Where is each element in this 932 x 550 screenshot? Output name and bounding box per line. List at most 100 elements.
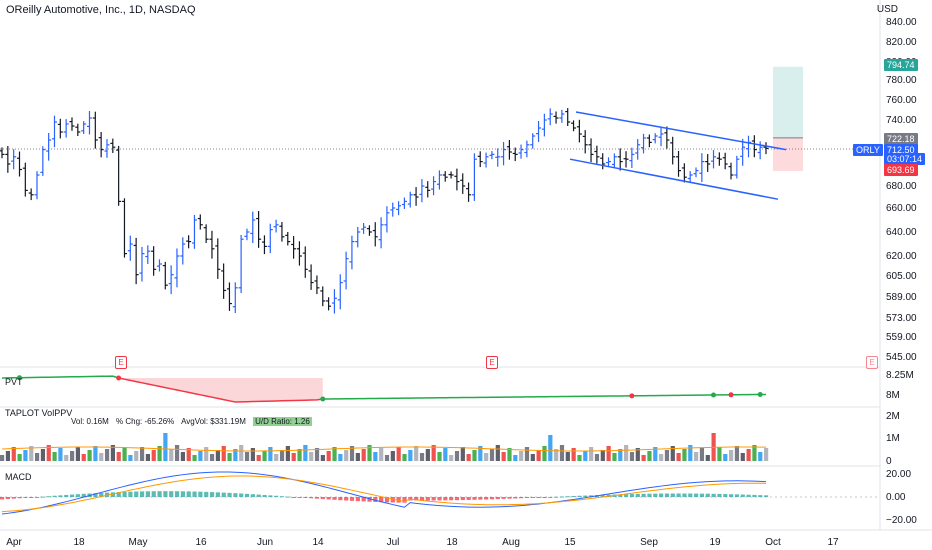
macd-histogram-bar: [134, 491, 139, 497]
macd-histogram-bar: [291, 497, 296, 498]
volume-bar: [256, 455, 261, 461]
macd-histogram-bar: [437, 497, 442, 501]
volume-bar: [484, 453, 489, 461]
macd-histogram-bar: [600, 494, 605, 497]
macd-histogram-bar: [717, 493, 722, 497]
volume-average-line: [1, 446, 767, 452]
macd-histogram-bar: [764, 495, 769, 497]
macd-histogram-bar: [297, 497, 302, 498]
macd-histogram-bar: [723, 494, 728, 497]
earnings-marker[interactable]: E: [115, 356, 127, 369]
countdown-tag: 03:07:14: [884, 153, 926, 165]
pvt-label[interactable]: PVT: [5, 377, 23, 387]
volume-bar: [332, 447, 337, 461]
volume-bar: [122, 448, 127, 461]
macd-histogram-bar: [320, 497, 325, 500]
volume-pane-label[interactable]: TAPLOT VolPPV: [5, 408, 73, 418]
macd-histogram-bar: [379, 497, 384, 503]
volume-bar: [758, 452, 763, 461]
macd-histogram-bar: [355, 497, 360, 502]
trend-channel[interactable]: [569, 111, 787, 200]
volume-bar: [221, 446, 226, 461]
macd-histogram-bar: [373, 497, 378, 502]
target-price-tag: 794.74: [884, 59, 918, 71]
macd-histogram-bar: [285, 496, 290, 498]
macd-histogram-bar: [116, 492, 121, 497]
time-tick-label: Apr: [6, 537, 22, 548]
time-tick-label: Jun: [257, 537, 273, 548]
volume-bar: [157, 446, 162, 461]
long-position-tool[interactable]: [0, 66, 880, 171]
macd-histogram-bar: [367, 497, 372, 502]
macd-histogram-bar: [740, 494, 745, 497]
macd-histogram-bar: [69, 494, 75, 497]
macd-histogram-bar: [221, 492, 226, 497]
macd-histogram-bar: [139, 491, 145, 497]
time-tick-label: 18: [446, 537, 458, 548]
volume-bar: [723, 454, 728, 461]
volume-bar: [390, 451, 395, 461]
volume-bar: [414, 446, 419, 461]
volume-bar: [379, 448, 384, 461]
volume-bar: [519, 451, 524, 461]
macd-histogram-bar: [227, 492, 232, 497]
volume-bar: [233, 449, 238, 461]
volume-bar: [5, 451, 11, 461]
macd-histogram-bar: [244, 493, 250, 497]
volume-bar: [64, 455, 69, 461]
volume-bar: [507, 448, 512, 461]
time-tick-label: 17: [827, 537, 839, 548]
macd-histogram-bar: [647, 493, 652, 497]
pvt-fill: [118, 378, 323, 402]
macd-histogram-bar: [174, 491, 180, 497]
macd-histogram-bar: [699, 493, 705, 497]
volume-bar: [589, 447, 594, 461]
indicator-tick-label: 8.25M: [886, 370, 914, 381]
pvt-line-down: [118, 377, 323, 403]
macd-histogram-bar: [618, 494, 623, 497]
macd-histogram-bar: [309, 497, 314, 499]
volume-bar: [349, 446, 355, 461]
volume-bar: [478, 446, 483, 461]
macd-histogram-bar: [279, 496, 285, 498]
macd-histogram-bar: [75, 494, 81, 497]
macd-histogram-bar: [99, 492, 104, 497]
volume-bar: [134, 451, 139, 461]
macd-histogram-bar: [443, 497, 448, 501]
pvt-signal-dot: [711, 392, 717, 398]
macd-histogram-bar: [17, 497, 22, 499]
price-axis[interactable]: 840.00820.00800.00780.00760.00740.00720.…: [886, 17, 917, 526]
indicator-tick-label: 20.00: [886, 469, 911, 480]
volume-bar: [454, 451, 460, 461]
earnings-marker[interactable]: E: [866, 356, 878, 369]
volume-bar: [536, 450, 541, 461]
macd-histogram-bar: [758, 495, 763, 497]
volume-bar: [431, 445, 436, 461]
volume-bar: [664, 450, 670, 461]
volume-bar: [641, 455, 646, 461]
macd-histogram-bar: [583, 495, 588, 497]
volume-bar: [530, 454, 535, 461]
indicator-tick-label: 2M: [886, 411, 900, 422]
macd-histogram-bar: [431, 497, 436, 501]
macd-label[interactable]: MACD: [5, 472, 32, 482]
macd-histogram-bar: [58, 495, 63, 497]
macd-histogram-bar: [151, 491, 156, 497]
volume-bar: [99, 453, 104, 461]
symbol-tag[interactable]: ORLY: [853, 144, 883, 156]
pvt-signal-dot: [757, 392, 763, 397]
volume-bar: [192, 455, 197, 461]
macd-histogram-bar: [396, 497, 401, 503]
time-axis[interactable]: Apr 18 May 16 Jun 14 Jul 18 Aug 15 Sep 19 Oct 17: [6, 537, 839, 548]
volume-bar: [46, 445, 51, 461]
macd-histogram-bar: [664, 493, 670, 497]
pvt-series: [1, 375, 767, 403]
price-tick-label: 573.00: [886, 313, 917, 324]
macd-histogram-bar: [5, 497, 11, 500]
earnings-marker[interactable]: E: [486, 356, 498, 369]
macd-histogram-bar: [565, 496, 570, 498]
vol-value: Vol: 0.16M: [70, 417, 109, 426]
macd-histogram-bar: [93, 493, 98, 497]
volume-bar: [466, 454, 471, 461]
